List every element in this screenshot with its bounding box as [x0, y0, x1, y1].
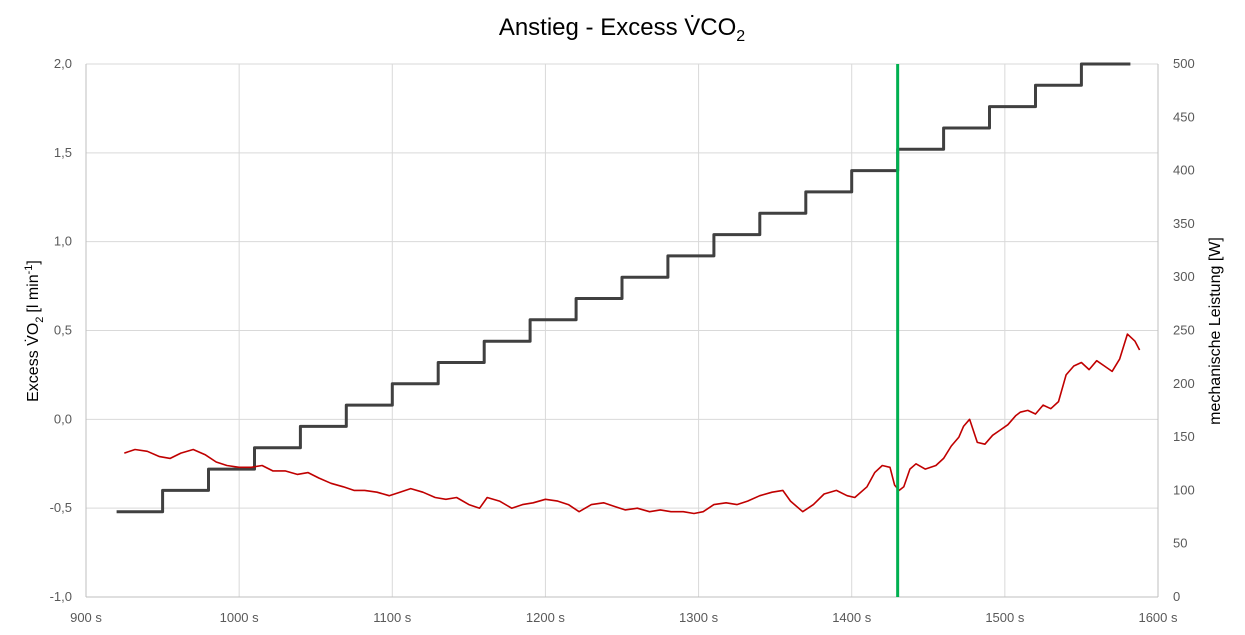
- chart-title: Anstieg - Excess V̇CO2: [499, 13, 745, 45]
- x-tick-label: 1400 s: [832, 610, 872, 625]
- power-step-line: [116, 62, 1131, 514]
- excess-vo2-line: [124, 333, 1141, 515]
- x-tick-label: 1200 s: [526, 610, 566, 625]
- x-tick-label: 1600 s: [1138, 610, 1178, 625]
- y-right-tick-label: 0: [1173, 589, 1180, 604]
- axes: [85, 64, 1159, 598]
- series-layer: [116, 62, 1141, 597]
- y-left-tick-label: -0,5: [50, 500, 72, 515]
- y-right-tick-label: 150: [1173, 429, 1195, 444]
- y-right-tick-label: 200: [1173, 376, 1195, 391]
- tick-labels: -1,0 -0,5 0,0 0,5 1,0 1,5 2,0 900 s 1000 s 1100 s…: [50, 56, 1195, 625]
- y-left-tick-label: 2,0: [54, 56, 72, 71]
- x-tick-label: 1000 s: [220, 610, 260, 625]
- y-left-axis-title: Excess V̇O2[l min-1]: [23, 260, 46, 402]
- y-left-tick-label: 0,0: [54, 411, 72, 426]
- y-right-tick-label: 500: [1173, 56, 1195, 71]
- x-tick-label: 900 s: [70, 610, 102, 625]
- y-left-tick-label: -1,0: [50, 589, 72, 604]
- y-right-tick-label: 50: [1173, 536, 1187, 551]
- y-right-tick-label: 300: [1173, 269, 1195, 284]
- y-right-tick-label: 250: [1173, 323, 1195, 338]
- y-right-tick-label: 450: [1173, 109, 1195, 124]
- y-right-tick-label: 100: [1173, 482, 1195, 497]
- y-right-tick-label: 400: [1173, 163, 1195, 178]
- y-left-tick-label: 1,0: [54, 234, 72, 249]
- x-tick-label: 1300 s: [679, 610, 719, 625]
- x-tick-label: 1500 s: [985, 610, 1025, 625]
- y-right-axis-title: mechanische Leistung [W]: [1207, 237, 1224, 425]
- y-right-tick-label: 350: [1173, 216, 1195, 231]
- grid-lines: [85, 63, 1159, 598]
- y-left-tick-label: 0,5: [54, 323, 72, 338]
- y-left-tick-label: 1,5: [54, 145, 72, 160]
- x-tick-label: 1100 s: [373, 610, 412, 625]
